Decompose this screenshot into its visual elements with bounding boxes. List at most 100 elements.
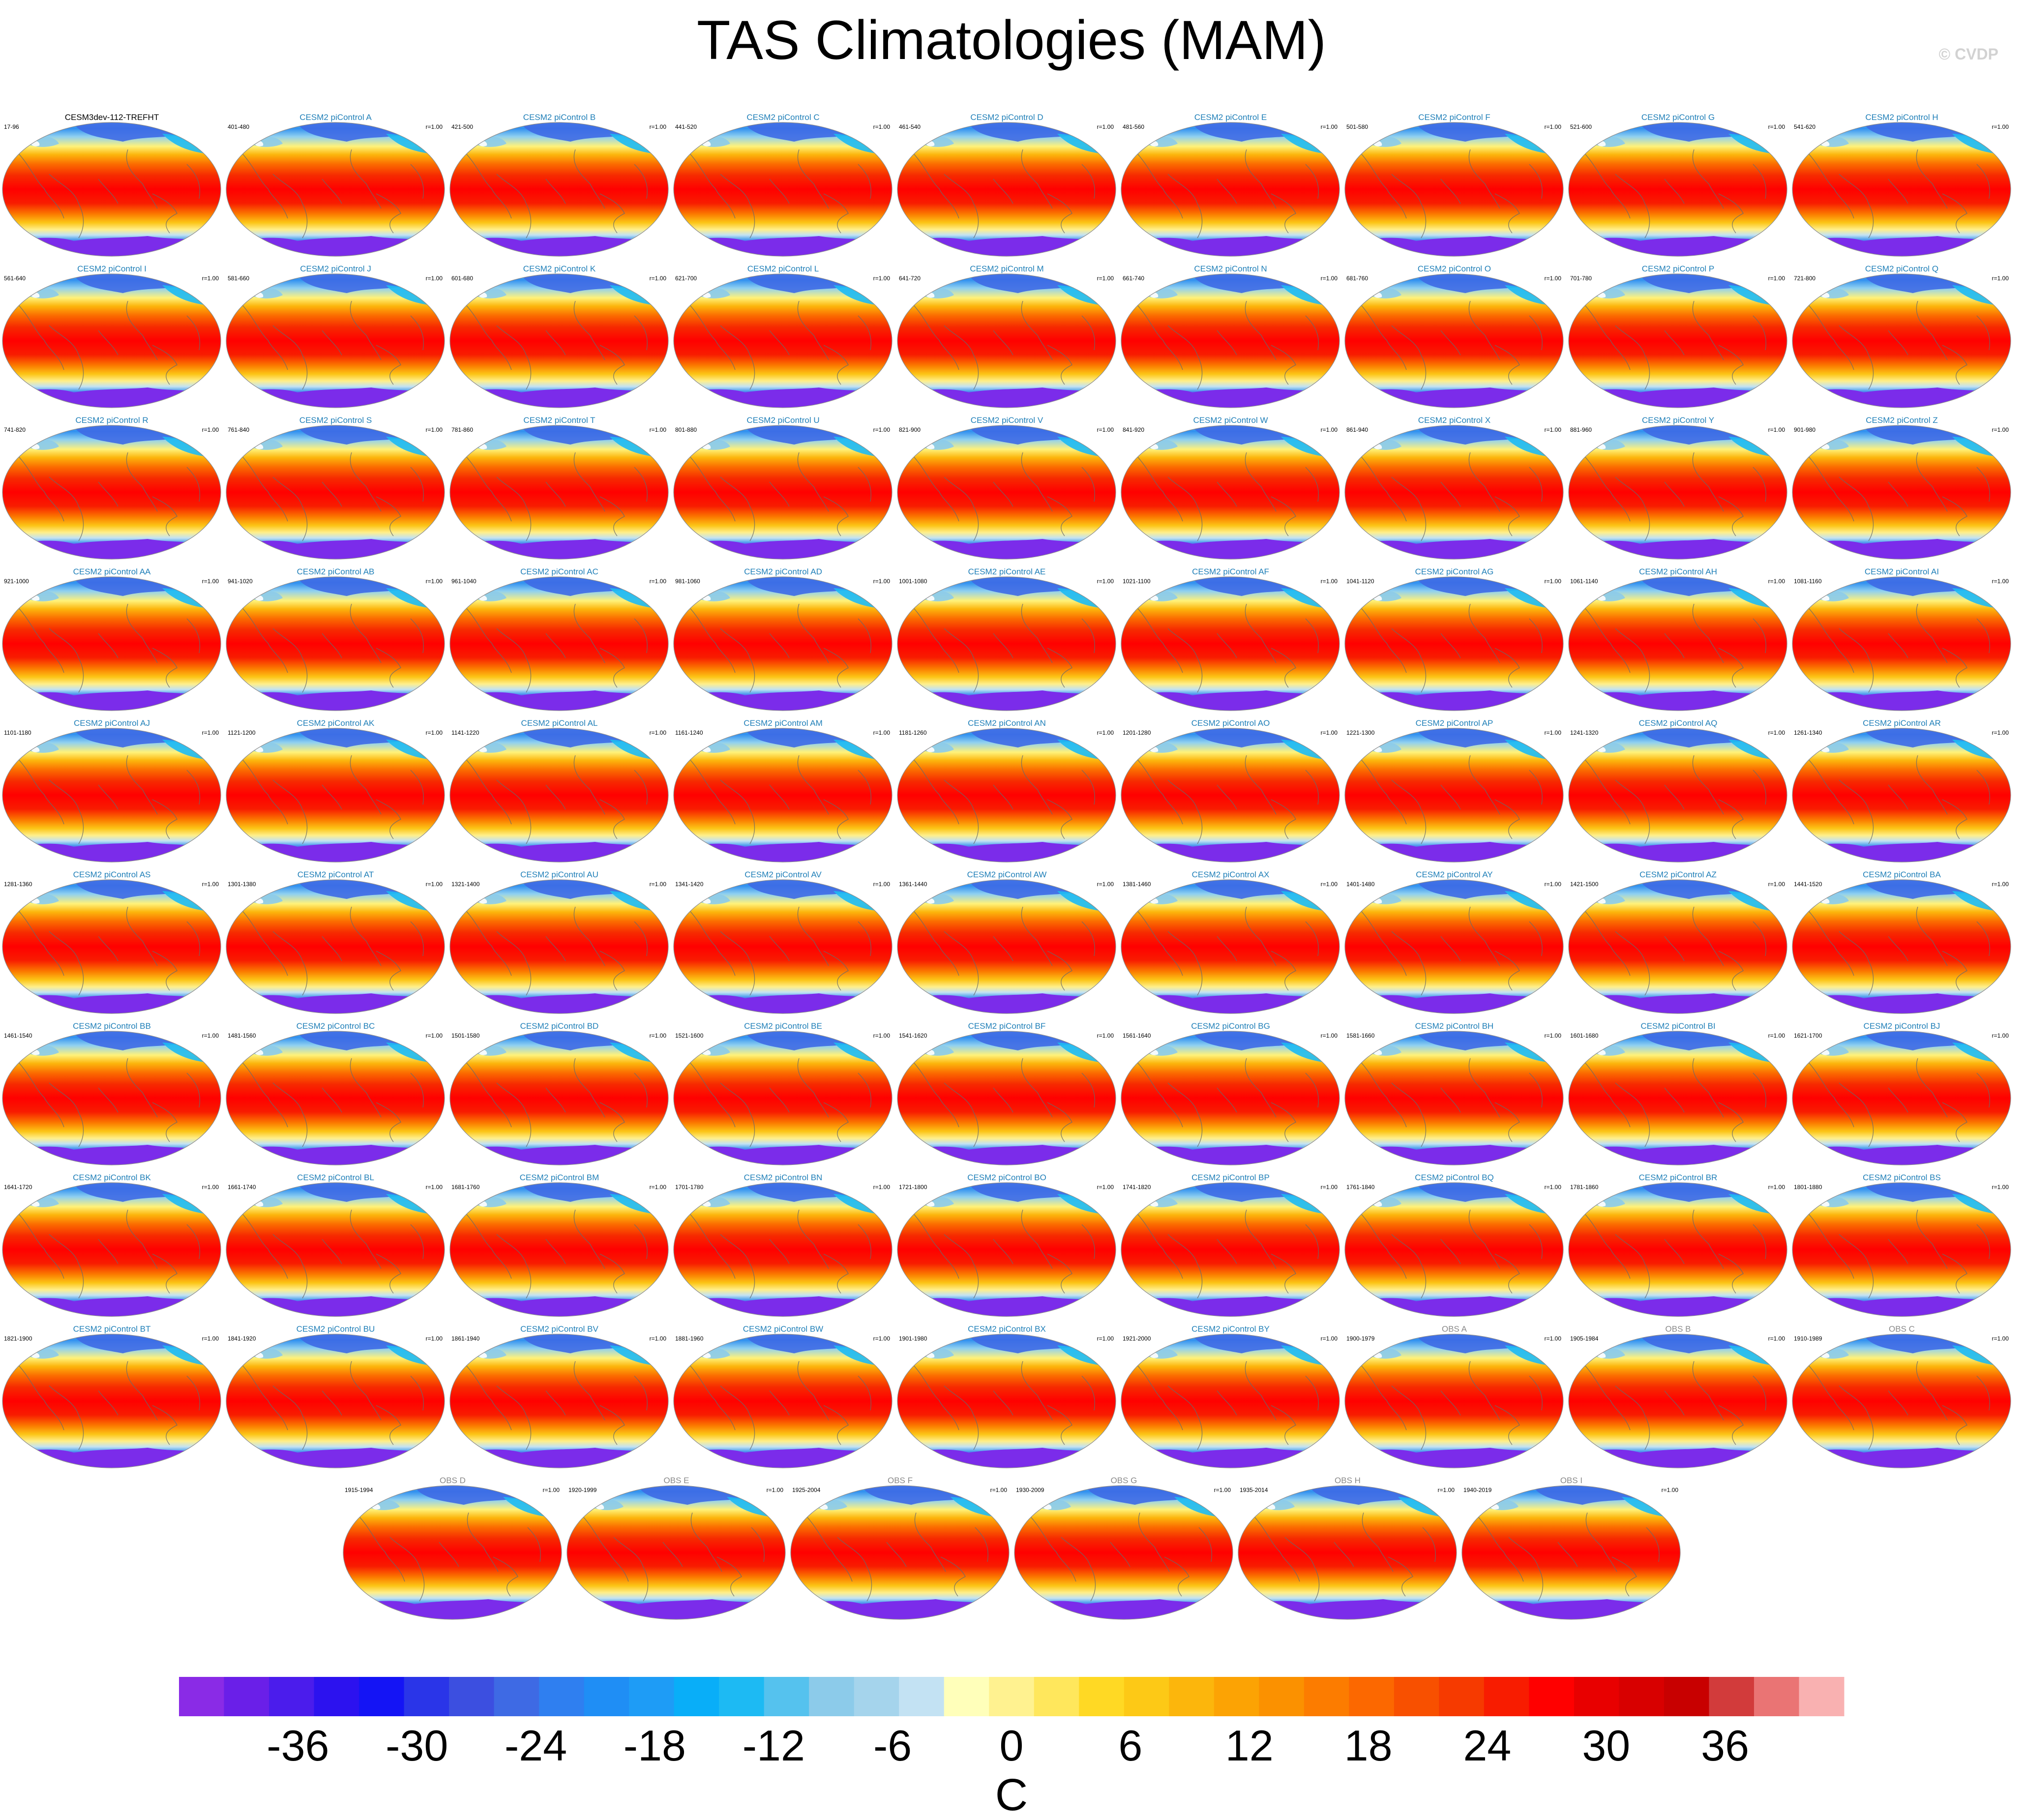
panel-correlation: r=1.00 <box>1097 1184 1114 1191</box>
map-outline <box>449 122 669 257</box>
coastline <box>410 315 424 351</box>
panel-correlation: r=1.00 <box>1768 578 1785 585</box>
map-panel: CESM2 piControl Y 881-960 r=1.00 <box>1566 415 1790 562</box>
panel-correlation: r=1.00 <box>1320 729 1338 736</box>
coastline <box>376 1102 401 1142</box>
map-panel: CESM2 piControl AG 1041-1120 r=1.00 <box>1342 567 1566 713</box>
antarctic-region <box>1792 1296 2011 1316</box>
coastline <box>634 1375 648 1411</box>
panel-title: CESM2 piControl AC <box>520 567 598 576</box>
coastline <box>1976 315 1990 351</box>
panel-correlation: r=1.00 <box>1992 123 2009 130</box>
antarctic-region <box>1238 1599 1457 1619</box>
antarctic-region <box>1569 690 1787 711</box>
coastline <box>1804 906 1854 976</box>
panel-map <box>1792 1182 2011 1317</box>
panel-title: CESM2 piControl K <box>523 264 596 273</box>
panel-years: 1905-1984 <box>1570 1335 1599 1342</box>
coastline <box>803 1512 853 1582</box>
coastline <box>1718 951 1744 991</box>
antarctic-region <box>1569 1296 1787 1316</box>
panel-title: CESM2 piControl D <box>970 113 1043 122</box>
coastline <box>1391 1385 1427 1450</box>
coastline <box>322 1390 342 1416</box>
coastline <box>496 174 532 239</box>
coastline <box>858 1375 871 1411</box>
coastline <box>720 1234 755 1299</box>
panel-years: 541-620 <box>1794 123 1816 130</box>
map-panel: CESM2 piControl BH 1581-1660 r=1.00 <box>1342 1021 1566 1167</box>
map-outline <box>897 1182 1116 1317</box>
antarctic-region <box>1345 1145 1563 1165</box>
coastline <box>527 1527 541 1562</box>
coastline <box>573 1361 605 1421</box>
panel-years: 1761-1840 <box>1346 1184 1375 1191</box>
coastline <box>350 755 382 815</box>
coastline <box>350 1058 382 1118</box>
panel-correlation: r=1.00 <box>649 275 666 282</box>
antarctic-region <box>1345 690 1563 711</box>
coastline <box>14 755 64 825</box>
map-outline <box>1792 879 2011 1014</box>
coastline <box>1468 906 1500 966</box>
map-outline <box>1568 576 1787 711</box>
panel-title: CESM2 piControl BI <box>1640 1021 1716 1031</box>
map-outline <box>1792 576 2011 711</box>
coastline <box>1664 1239 1685 1264</box>
coastline <box>1422 1527 1436 1562</box>
map-panel: CESM2 piControl AJ 1101-1180 r=1.00 <box>0 718 224 865</box>
coastline <box>322 1239 342 1264</box>
coastline <box>1440 330 1461 356</box>
map-panel: CESM2 piControl W 841-920 r=1.00 <box>1119 415 1342 562</box>
coastline <box>376 496 401 537</box>
coastline <box>1167 1385 1203 1450</box>
antarctic-region <box>1569 1448 1787 1468</box>
panel-years: 941-1020 <box>228 578 253 585</box>
coastline <box>1305 770 1319 805</box>
coastline <box>1494 951 1520 991</box>
map-panel: CESM2 piControl AY 1401-1480 r=1.00 <box>1342 869 1566 1016</box>
coastline <box>322 633 342 658</box>
coastline <box>1580 149 1631 219</box>
coastline <box>1494 1405 1520 1445</box>
coastline <box>685 906 736 976</box>
panel-map <box>226 728 445 863</box>
coastline <box>1357 1058 1407 1128</box>
coastline <box>1081 1224 1095 1259</box>
panel-years: 841-920 <box>1123 426 1145 433</box>
antarctic-region <box>674 690 892 711</box>
coastline <box>1357 755 1407 825</box>
panel-title: CESM2 piControl AV <box>744 870 822 879</box>
panel-years: 481-560 <box>1123 123 1145 130</box>
panel-map <box>673 273 892 408</box>
coastline <box>1615 1234 1650 1299</box>
map-outline <box>226 1182 445 1317</box>
coastline <box>1692 149 1724 209</box>
antarctic-region <box>897 1145 1116 1165</box>
coastline <box>1753 1073 1766 1108</box>
panel-title: CESM2 piControl AS <box>73 870 151 879</box>
coastline <box>1494 1253 1520 1294</box>
panel-correlation: r=1.00 <box>1320 275 1338 282</box>
panel-years: 1121-1200 <box>228 729 256 736</box>
panel-map <box>449 122 669 257</box>
map-panel: CESM2 piControl BY 1921-2000 r=1.00 <box>1119 1324 1342 1470</box>
map-outline <box>226 879 445 1014</box>
coastline <box>1529 315 1543 351</box>
coastline <box>496 1385 532 1450</box>
panel-correlation: r=1.00 <box>425 1335 443 1342</box>
coastline <box>1718 496 1744 537</box>
coastline <box>1138 1512 1170 1572</box>
panel-title: OBS F <box>887 1476 913 1485</box>
panel-map <box>226 273 445 408</box>
coastline <box>634 618 648 654</box>
coastline <box>886 1542 907 1567</box>
panel-years: 1901-1980 <box>899 1335 927 1342</box>
coastline <box>1664 1087 1685 1113</box>
coastline <box>823 951 849 991</box>
coastline <box>1245 755 1277 815</box>
panel-title: CESM2 piControl M <box>970 264 1044 273</box>
antarctic-region <box>2 842 221 862</box>
panel-title: CESM2 piControl BR <box>1638 1173 1718 1182</box>
map-outline <box>343 1485 562 1620</box>
